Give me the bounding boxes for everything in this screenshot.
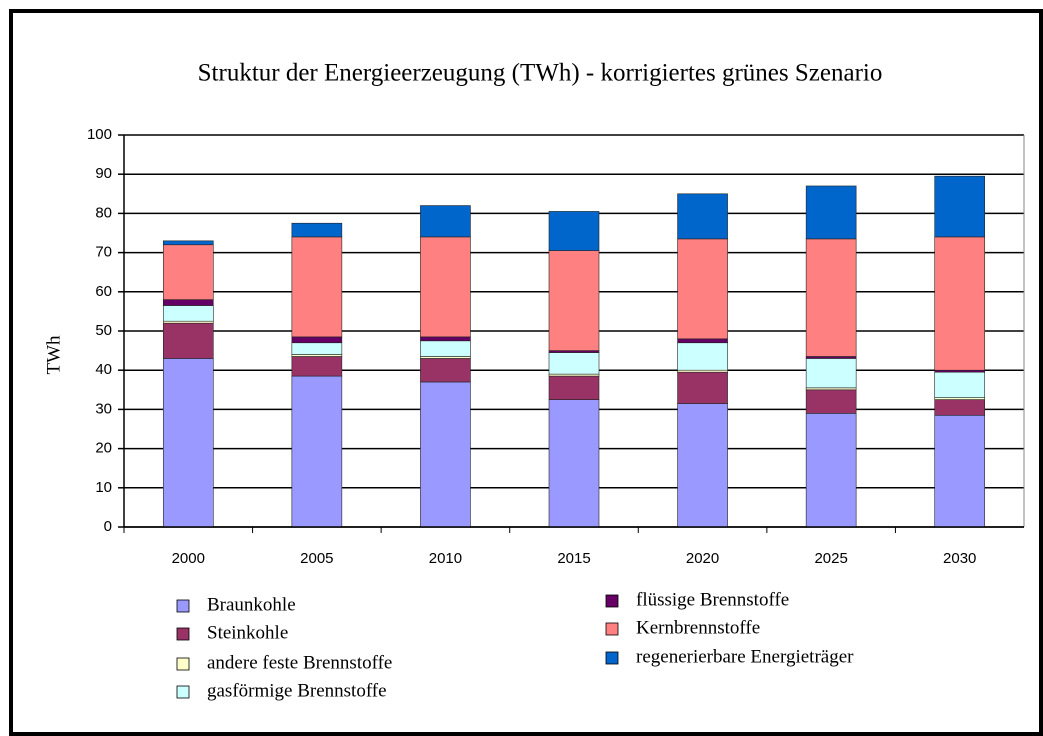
legend-label: Steinkohle [207, 622, 288, 643]
legend-label: Braunkohle [207, 594, 296, 615]
bar-segment [548, 352, 600, 375]
bar-segment [677, 238, 728, 340]
y-tick-label: 50 [95, 322, 112, 339]
bar-segment [548, 399, 600, 528]
legend-label: flüssige Brennstoffe [636, 589, 789, 610]
y-tick-label: 90 [95, 165, 112, 182]
bar-segment [548, 211, 600, 251]
legend-swatch [176, 627, 190, 641]
y-tick-label: 20 [95, 440, 112, 457]
bar-segment [677, 342, 728, 371]
x-tick-label: 2010 [429, 550, 462, 567]
legend-swatch [605, 622, 619, 636]
bar-segment [805, 358, 857, 389]
legend-swatch [605, 651, 619, 665]
bar-segment [162, 358, 214, 528]
bar-segment [420, 381, 471, 528]
bar-segment [934, 236, 986, 371]
legend-swatch [176, 657, 190, 671]
bar-segment [934, 414, 986, 528]
bar-segment [934, 399, 986, 416]
y-axis-label: TWh [43, 335, 64, 375]
bar-segment [162, 322, 214, 359]
chart-title: Struktur der Energieerzeugung (TWh) - ko… [198, 60, 883, 87]
bar-segment [291, 236, 343, 338]
bar-segment [677, 193, 728, 240]
y-tick-label: 10 [95, 479, 112, 496]
bar-segment [162, 244, 214, 300]
bar-segment [805, 238, 857, 357]
legend-swatch [176, 599, 190, 613]
bar-segment [420, 336, 471, 342]
legend-swatch [176, 685, 190, 699]
bar-segment [291, 342, 343, 355]
legend-label: regenerierbare Energieträger [636, 646, 854, 667]
y-tick-label: 80 [95, 204, 112, 221]
bar-segment [162, 240, 214, 246]
y-tick-label: 70 [95, 244, 112, 261]
bar-segment [548, 250, 600, 351]
bar-segment [805, 413, 857, 528]
y-tick-label: 0 [104, 518, 112, 535]
y-tick-label: 100 [87, 126, 112, 143]
x-tick-label: 2005 [300, 550, 333, 567]
x-tick-label: 2020 [686, 550, 719, 567]
bar-segment [420, 236, 471, 338]
y-tick-label: 40 [95, 361, 112, 378]
bar-segment [162, 299, 214, 306]
bar-segment [934, 175, 986, 238]
bar-segment [420, 205, 471, 238]
y-tick-label: 60 [95, 283, 112, 300]
x-tick-label: 2015 [557, 550, 590, 567]
bar-segment [291, 222, 343, 238]
bar-segment [548, 375, 600, 400]
y-tick-label: 30 [95, 400, 112, 417]
bar-segment [420, 340, 471, 357]
bar-segment [677, 403, 728, 528]
bar-segment [291, 375, 343, 528]
bar-segment [291, 336, 343, 344]
x-tick-label: 2025 [814, 550, 847, 567]
legend-label: andere feste Brennstoffe [207, 652, 392, 673]
x-tick-label: 2030 [943, 550, 976, 567]
legend-label: gasförmige Brennstoffe [207, 680, 387, 701]
legend-label: Kernbrennstoffe [636, 617, 760, 638]
bar-segment [805, 185, 857, 240]
bar-segment [934, 371, 986, 398]
legend-swatch [605, 594, 619, 608]
bar-segment [805, 389, 857, 414]
x-tick-label: 2000 [172, 550, 205, 567]
bar-segment [162, 305, 214, 322]
bar-segment [420, 358, 471, 383]
bar-segment [677, 338, 728, 344]
bar-segment [677, 371, 728, 404]
bar-segment [291, 356, 343, 377]
